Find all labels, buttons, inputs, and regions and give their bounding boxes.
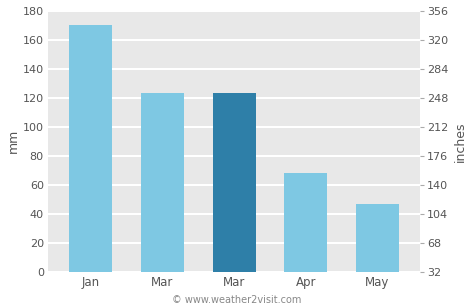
Y-axis label: inches: inches bbox=[454, 121, 467, 161]
Bar bbox=[213, 93, 255, 272]
Bar bbox=[141, 93, 184, 272]
Bar bbox=[284, 173, 327, 272]
Bar bbox=[356, 204, 399, 272]
Y-axis label: mm: mm bbox=[7, 129, 20, 153]
Text: © www.weather2visit.com: © www.weather2visit.com bbox=[173, 295, 301, 305]
Bar bbox=[70, 26, 112, 272]
